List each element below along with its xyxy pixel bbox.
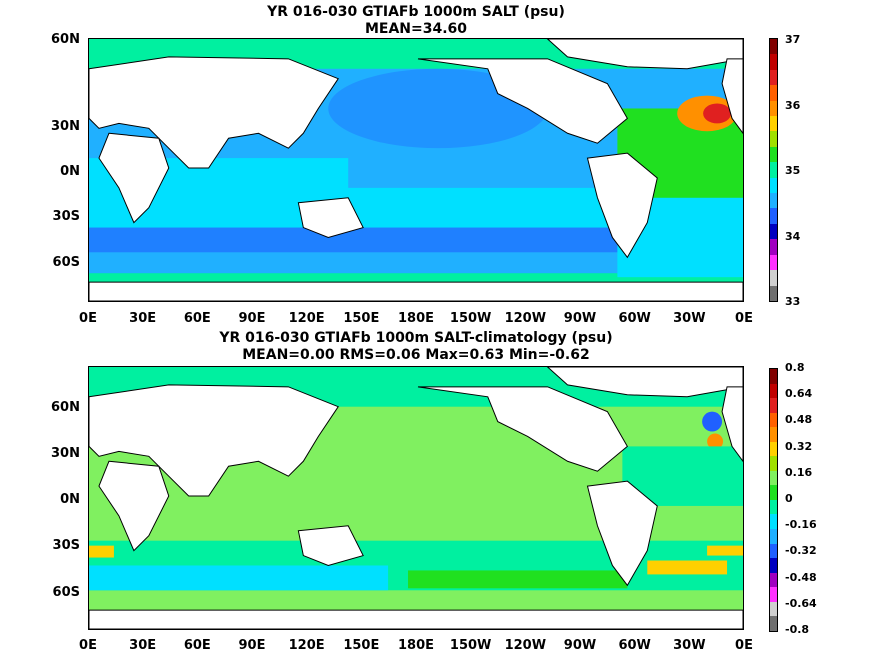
panel2-xtick: 90E xyxy=(238,638,266,653)
panel1-ytick-0n: 0N xyxy=(60,164,80,179)
colorbar-swatch xyxy=(770,254,777,271)
panel1-xtick: 60E xyxy=(183,311,211,326)
colorbar-swatch xyxy=(770,572,777,588)
panel2-xtick: 150E xyxy=(343,638,380,653)
panel2-xtick: 60E xyxy=(183,638,211,653)
colorbar-swatch xyxy=(770,193,777,209)
colorbar-swatch xyxy=(770,239,777,255)
colorbar-swatch xyxy=(770,369,777,384)
colorbar-swatch xyxy=(770,514,777,530)
panel2-xtick: 180E xyxy=(397,638,435,653)
panel2-xtick: 90W xyxy=(563,638,597,653)
colorbar-swatch xyxy=(770,146,777,163)
panel2-colorbar-label: -0.16 xyxy=(785,518,817,532)
colorbar-swatch xyxy=(770,116,777,132)
panel1-colorbar-label: 37 xyxy=(785,33,801,46)
panel1-xtick: 120E xyxy=(288,311,325,326)
panel1-xtick: 180E xyxy=(397,311,435,326)
panel1-xtick: 150E xyxy=(343,311,380,326)
colorbar-swatch xyxy=(770,485,777,500)
colorbar-swatch xyxy=(770,100,777,117)
panel1-colorbar-label: 36 xyxy=(785,98,801,112)
panel2-colorbar-label: -0.48 xyxy=(785,570,817,584)
panel1-xtick: 0E xyxy=(79,311,97,326)
colorbar-swatch xyxy=(770,441,777,457)
panel1-ytick-30n: 30N xyxy=(51,119,80,134)
panel2-xtick: 150W xyxy=(449,638,492,653)
colorbar-swatch xyxy=(770,177,777,194)
colorbar-swatch xyxy=(770,208,777,224)
colorbar-swatch xyxy=(770,398,777,413)
colorbar-swatch xyxy=(770,470,777,486)
colorbar-swatch xyxy=(770,601,777,617)
panel1-colorbar-label: 35 xyxy=(785,164,801,177)
panel2-ytick-30n: 30N xyxy=(51,446,80,461)
panel1-xtick: 30E xyxy=(129,311,157,326)
panel2-subtitle: MEAN=0.00 RMS=0.06 Max=0.63 Min=-0.62 xyxy=(242,347,590,363)
panel2-colorbar xyxy=(769,368,778,632)
colorbar-swatch xyxy=(770,456,777,471)
panel2-ytick-30s: 30S xyxy=(52,538,80,553)
panel1-xtick: 150W xyxy=(449,311,492,326)
panel2-ytick-60n: 60N xyxy=(51,400,80,415)
panel1-ytick-60s: 60S xyxy=(52,255,80,270)
panel2-xtick: 30E xyxy=(129,638,157,653)
panel1-colorbar-label: 33 xyxy=(785,295,801,308)
panel1-ytick-60n: 60N xyxy=(51,32,80,47)
panel2-xtick: 60W xyxy=(618,638,651,653)
panel2-xtick: 0E xyxy=(79,638,97,653)
panel1-xtick: 90W xyxy=(563,311,597,326)
panel2-colorbar-label: -0.32 xyxy=(785,544,817,558)
colorbar-swatch xyxy=(770,587,777,602)
colorbar-swatch xyxy=(770,616,777,631)
panel2-colorbar-label: 0.32 xyxy=(785,439,813,453)
panel1-xtick: 30W xyxy=(673,311,706,326)
panel1-xtick: 120W xyxy=(504,311,547,326)
colorbar-swatch xyxy=(770,162,777,178)
panel2-colorbar-label: 0.64 xyxy=(785,387,813,401)
colorbar-swatch xyxy=(770,285,777,301)
panel2-xtick: 0E xyxy=(735,638,753,653)
panel2-colorbar-label: 0.48 xyxy=(785,413,813,427)
colorbar-swatch xyxy=(770,39,777,55)
panel1-map xyxy=(88,38,744,302)
panel1-subtitle: MEAN=34.60 xyxy=(364,21,468,37)
colorbar-swatch xyxy=(770,558,777,573)
colorbar-swatch xyxy=(770,223,777,240)
colorbar-swatch xyxy=(770,383,777,399)
panel1-colorbar xyxy=(769,38,778,302)
colorbar-swatch xyxy=(770,69,777,86)
panel2-ytick-0n: 0N xyxy=(60,492,80,507)
panel2-colorbar-label: 0.8 xyxy=(785,361,805,374)
panel1-xtick: 90E xyxy=(238,311,266,326)
colorbar-swatch xyxy=(770,131,777,147)
colorbar-swatch xyxy=(770,54,777,70)
panel2-map xyxy=(88,366,744,630)
panel1-xtick: 0E xyxy=(735,311,753,326)
panel1-ytick-30s: 30S xyxy=(52,209,80,224)
panel2-colorbar-label: -0.64 xyxy=(785,596,817,610)
colorbar-swatch xyxy=(770,499,777,515)
colorbar-swatch xyxy=(770,427,777,442)
colorbar-swatch xyxy=(770,543,777,559)
panel2-colorbar-label: 0 xyxy=(785,492,793,505)
panel1-colorbar-label: 34 xyxy=(785,229,801,243)
panel2-ytick-60s: 60S xyxy=(52,585,80,600)
colorbar-swatch xyxy=(770,270,777,286)
panel2-colorbar-label: -0.8 xyxy=(785,623,810,636)
panel2-colorbar-label: 0.16 xyxy=(785,465,813,479)
panel1-title: YR 016-030 GTIAFb 1000m SALT (psu) xyxy=(267,4,565,20)
panel1-xtick: 60W xyxy=(618,311,651,326)
panel2-title: YR 016-030 GTIAFb 1000m SALT-climatology… xyxy=(219,330,613,346)
panel2-xtick: 120W xyxy=(504,638,547,653)
panel2-xtick: 30W xyxy=(673,638,706,653)
colorbar-swatch xyxy=(770,529,777,544)
panel2-xtick: 120E xyxy=(288,638,325,653)
colorbar-swatch xyxy=(770,412,777,428)
colorbar-swatch xyxy=(770,85,777,101)
